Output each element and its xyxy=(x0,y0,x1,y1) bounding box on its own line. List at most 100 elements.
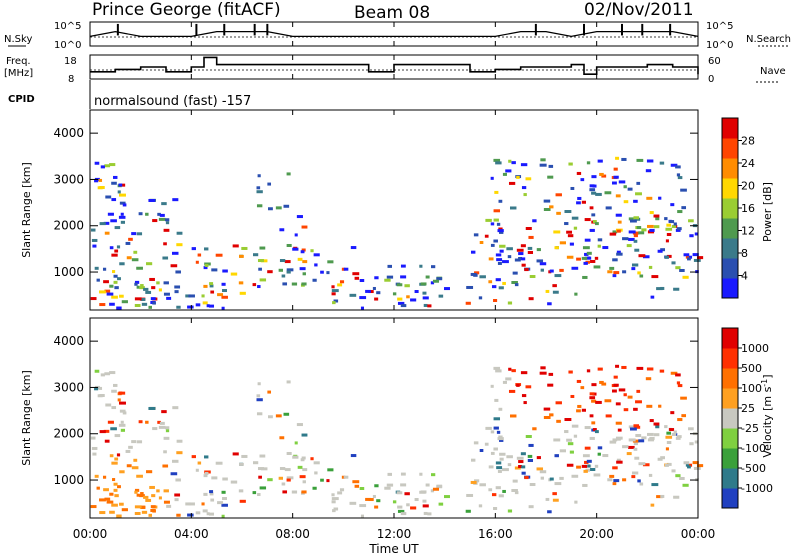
velocity-cell xyxy=(670,411,675,415)
velocity-cell xyxy=(484,442,489,446)
power-cell xyxy=(671,261,676,265)
power-cell xyxy=(354,276,360,280)
power-cell xyxy=(136,285,140,289)
velocity-cell xyxy=(470,458,476,462)
velocity-cell xyxy=(301,433,308,437)
velocity-cell xyxy=(376,499,381,503)
n-tick-bottom-right: 10^0 xyxy=(706,40,733,51)
velocity-cell xyxy=(692,461,699,465)
power-cell xyxy=(187,305,194,309)
power-cell xyxy=(626,244,632,248)
velocity-cell xyxy=(120,420,124,424)
velocity-cell xyxy=(286,451,292,455)
velocity-cell xyxy=(139,494,145,498)
power-cell xyxy=(602,246,609,250)
velocity-cell xyxy=(502,468,509,472)
power-cell xyxy=(299,267,306,271)
velocity-cell xyxy=(687,463,693,467)
power-cell xyxy=(641,228,647,232)
power-cell xyxy=(589,184,595,188)
power-cell xyxy=(670,163,678,167)
velocity-cell xyxy=(621,365,627,369)
power-cell xyxy=(314,263,318,267)
velocity-cell xyxy=(360,514,365,518)
velocity-cell xyxy=(657,457,663,461)
power-cell xyxy=(131,258,139,262)
power-cell xyxy=(497,261,502,265)
velocity-cell xyxy=(352,480,360,484)
power-cell xyxy=(673,287,680,291)
velocity-cell xyxy=(201,502,205,506)
velocity-cell xyxy=(241,454,248,458)
velocity-cell xyxy=(314,471,318,475)
velocity-cell xyxy=(497,469,502,473)
power-cell xyxy=(386,275,394,279)
velocity-cell xyxy=(597,452,601,456)
power-cell xyxy=(539,262,547,266)
power-cell xyxy=(493,218,499,222)
power-cell xyxy=(152,219,158,223)
power-cell xyxy=(633,199,638,203)
velocity-cell xyxy=(646,404,653,408)
power-cell xyxy=(158,288,162,292)
velocity-cell xyxy=(141,510,148,514)
velocity-cell xyxy=(521,471,526,475)
power-cell xyxy=(296,215,303,219)
velocity-cell xyxy=(677,384,683,388)
velocity-cell xyxy=(310,457,314,461)
x-tick-label: 00:00 xyxy=(73,527,108,541)
power-cell xyxy=(495,161,502,165)
velocity-cell xyxy=(511,488,518,492)
power-cell xyxy=(239,254,244,258)
power-cell xyxy=(222,289,228,293)
velocity-cell xyxy=(597,446,603,450)
power-cell xyxy=(159,213,165,217)
power-cell xyxy=(148,305,152,309)
x-tick-label: 12:00 xyxy=(377,527,412,541)
power-cell xyxy=(133,250,138,254)
colorbar-tick-label: 8 xyxy=(741,247,748,260)
power-cell xyxy=(648,265,653,269)
velocity-cell xyxy=(204,455,209,459)
velocity-cell xyxy=(165,429,170,433)
power-cell xyxy=(302,272,306,276)
velocity-cell xyxy=(301,490,307,494)
velocity-cell xyxy=(536,456,541,460)
velocity-cell xyxy=(206,512,210,516)
power-cell xyxy=(543,207,551,211)
y-tick-label: 4000 xyxy=(53,334,84,348)
velocity-cell xyxy=(113,383,118,387)
power-cell xyxy=(605,206,612,210)
velocity-cell xyxy=(474,479,480,483)
velocity-cell xyxy=(653,433,660,437)
power-cell xyxy=(286,243,292,247)
velocity-cell xyxy=(564,418,572,422)
power-cell xyxy=(680,188,687,192)
velocity-cell xyxy=(386,483,394,487)
colorbar-tick-label: 28 xyxy=(741,135,755,148)
colorbar-swatch xyxy=(722,198,738,219)
velocity-cell xyxy=(374,484,379,488)
velocity-cell xyxy=(609,440,617,444)
velocity-cell xyxy=(592,428,597,432)
power-cell xyxy=(650,295,655,299)
velocity-cell xyxy=(520,452,526,456)
velocity-cell xyxy=(136,493,140,497)
velocity-cell xyxy=(591,399,597,403)
power-cell xyxy=(615,194,621,198)
freq-trace xyxy=(90,56,699,75)
power-cell xyxy=(341,267,346,271)
velocity-cell xyxy=(119,391,126,395)
velocity-cell xyxy=(613,479,620,483)
power-cell xyxy=(349,293,357,297)
power-cell xyxy=(638,254,646,258)
power-cell xyxy=(191,247,196,251)
velocity-cell xyxy=(170,472,178,476)
velocity-cell xyxy=(490,384,494,388)
power-cell xyxy=(646,196,653,200)
velocity-cell xyxy=(109,371,116,375)
velocity-cell xyxy=(677,418,683,422)
velocity-cell xyxy=(136,440,143,444)
velocity-cell xyxy=(516,383,520,387)
velocity-cell xyxy=(587,464,591,468)
